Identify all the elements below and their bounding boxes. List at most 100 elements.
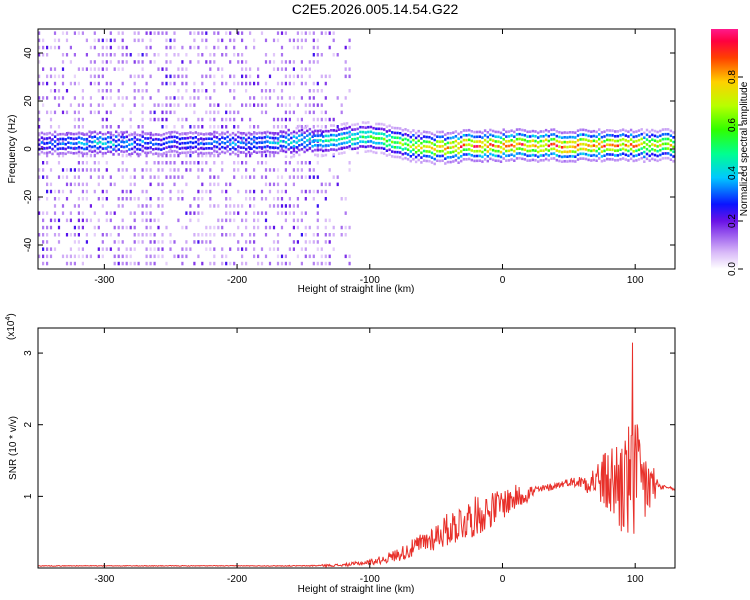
spectrogram-ridge-cell [446, 156, 450, 159]
spectrogram-noise-cell [153, 218, 156, 223]
spectrogram-noise-cell [189, 247, 192, 251]
spectrogram-noise-cell [316, 225, 319, 230]
spectrogram-ridge-cell [425, 159, 428, 163]
spectrogram-ridge-cell [632, 140, 635, 143]
spectrogram-ridge-cell [436, 154, 439, 158]
spectrogram-ridge-cell [263, 140, 266, 144]
spectrogram-ridge-cell [629, 147, 633, 151]
spectrogram-noise-cell [49, 189, 53, 194]
spectrogram-ridge-cell [422, 159, 426, 162]
spectrogram-noise-cell [38, 38, 41, 43]
spectrogram-ridge-cell [287, 133, 290, 137]
spectrogram-ridge-cell [356, 146, 359, 150]
spectrogram-ridge-cell [555, 144, 558, 148]
spectrogram-noise-cell [328, 218, 331, 223]
spectrogram-ridge-cell [428, 131, 431, 134]
spectrogram-noise-cell [77, 240, 80, 244]
spectrogram-ridge-cell [194, 145, 197, 149]
spectrogram-ridge-cell [651, 143, 654, 146]
spectrogram-ridge-cell [316, 124, 320, 128]
spectrogram-ridge-cell [436, 130, 439, 134]
spectrogram-noise-cell [129, 74, 132, 79]
spectrogram-ridge-cell [672, 145, 675, 149]
spectrogram-noise-cell [121, 197, 124, 201]
spectrogram-noise-cell [101, 67, 104, 71]
spectrogram-noise-cell [276, 247, 280, 251]
spectrogram-noise-cell [257, 125, 260, 129]
spectrogram-noise-cell [93, 67, 96, 71]
spectrogram-noise-cell [245, 81, 248, 86]
spectrogram-ridge-cell [606, 133, 609, 137]
spectrogram-ridge-cell [85, 133, 89, 136]
spectrogram-ridge-cell [568, 159, 572, 163]
spectrogram-noise-cell [272, 117, 276, 122]
spectrogram-ridge-cell [542, 149, 545, 152]
spectrogram-ridge-cell [284, 141, 288, 144]
spectrogram-noise-cell [201, 211, 204, 215]
spectrogram-noise-cell [292, 45, 295, 50]
spectrogram-ridge-cell [125, 149, 128, 153]
spectrogram-ridge-cell [157, 143, 160, 146]
spectrogram-noise-cell [245, 247, 248, 251]
spectrogram-noise-cell [149, 74, 152, 79]
spectrogram-noise-cell [81, 211, 84, 215]
spectrogram-ridge-cell [335, 134, 338, 137]
spectrogram-ridge-cell [444, 157, 447, 160]
spectrogram-ridge-cell [75, 142, 78, 145]
spectrogram-noise-cell [312, 60, 315, 64]
spectrogram-noise-cell [141, 168, 144, 172]
spectrogram-ridge-cell [393, 155, 397, 159]
spectrogram-ridge-cell [430, 146, 434, 150]
spectrogram-noise-cell [260, 96, 264, 100]
spectrogram-ridge-cell [428, 150, 431, 153]
spectrogram-noise-cell [213, 81, 216, 86]
spectrogram-ridge-cell [399, 132, 402, 135]
spectrogram-noise-cell [181, 161, 184, 165]
spectrogram-ridge-cell [290, 155, 293, 159]
spectrogram-noise-cell [209, 153, 212, 158]
spectrogram-noise-cell [149, 261, 152, 266]
spectrogram-ridge-cell [176, 150, 179, 154]
spectrogram-noise-cell [173, 38, 176, 43]
spectrogram-noise-cell [316, 38, 319, 43]
spectrogram-noise-cell [280, 45, 284, 50]
spectrogram-ridge-cell [319, 139, 322, 142]
spectrogram-noise-cell [249, 96, 252, 100]
spectrogram-noise-cell [225, 53, 228, 57]
spectrogram-noise-cell [133, 175, 136, 179]
spectrogram-noise-cell [189, 146, 192, 151]
spectrogram-noise-cell [276, 38, 280, 43]
spectrogram-noise-cell [272, 67, 276, 71]
spectrogram-noise-cell [161, 81, 164, 86]
spectrogram-noise-cell [125, 96, 128, 100]
spectrogram-ridge-cell [600, 131, 604, 134]
spectrogram-noise-cell [260, 261, 264, 266]
spectrogram-noise-cell [193, 81, 196, 86]
spectrogram-noise-cell [193, 161, 196, 165]
spectrogram-noise-cell [193, 96, 196, 100]
spectrogram-noise-cell [201, 24, 203, 28]
spectrogram-noise-cell [197, 218, 200, 223]
spectrogram-noise-cell [209, 233, 212, 237]
spectrogram-ridge-cell [491, 144, 495, 147]
spectrogram-ridge-cell [600, 140, 604, 144]
spectrogram-noise-cell [333, 24, 335, 28]
spectrogram-noise-cell [260, 211, 264, 215]
spectrogram-ridge-cell [486, 155, 489, 158]
spectrogram-ridge-cell [558, 135, 561, 139]
spectrogram-noise-cell [308, 175, 311, 179]
spectrogram-noise-cell [105, 211, 108, 215]
spectrogram-ridge-cell [253, 140, 256, 144]
spectrogram-noise-cell [292, 81, 295, 86]
spectrogram-ridge-cell [457, 147, 460, 150]
spectrogram-ridge-cell [372, 146, 375, 149]
spectrogram-ridge-cell [454, 130, 458, 133]
spectrogram-ridge-cell [109, 145, 113, 149]
spectrogram-noise-cell [161, 189, 164, 194]
spectrogram-noise-cell [101, 38, 104, 43]
spectrogram-noise-cell [241, 233, 244, 237]
spectrogram-noise-cell [109, 247, 112, 251]
spectrogram-ridge-cell [574, 131, 577, 134]
spectrogram-ridge-cell [40, 136, 44, 139]
spectrogram-ridge-cell [361, 140, 365, 143]
